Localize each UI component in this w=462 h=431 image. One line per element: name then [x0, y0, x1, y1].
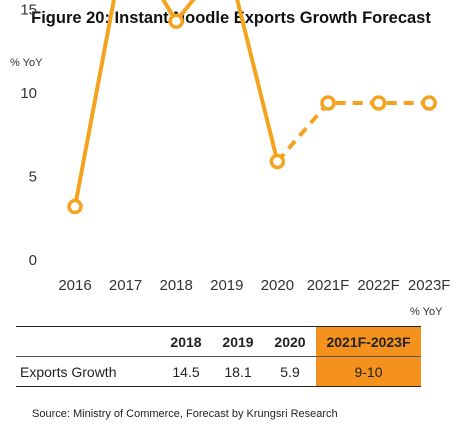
table-header-2020: 2020: [274, 333, 306, 350]
y-tick-label: 15: [20, 2, 37, 19]
y-tick-label: 0: [29, 252, 37, 269]
actual-series-line: [73, 0, 280, 207]
x-tick-label: 2020: [261, 277, 294, 294]
table-header-forecast: 2021F-2023F: [316, 326, 421, 357]
x-tick-label: 2021F: [307, 277, 350, 294]
cell-2018: 14.5: [172, 363, 200, 380]
data-point-marker: [67, 198, 83, 215]
table-header-empty: [16, 327, 160, 357]
x-tick-labels: 2016 2017 2018 2019 2020 2021F 2022F 2023F: [58, 277, 450, 294]
cell-2020: 5.9: [280, 363, 300, 380]
cell-forecast: 9-10: [316, 356, 421, 387]
x-tick-label: 2017: [109, 277, 142, 294]
data-point-marker: [320, 95, 336, 111]
series-markers: [67, 13, 437, 215]
table-header-row: 2018 2019 2020 2021F-2023F: [16, 326, 421, 357]
data-point-marker: [269, 153, 286, 170]
x-tick-label: 2022F: [357, 277, 400, 294]
data-point-marker: [370, 95, 387, 111]
row-label: Exports Growth: [20, 363, 117, 380]
y-tick-label: 5: [29, 169, 37, 186]
cell-2019: 18.1: [224, 363, 252, 380]
source-note: Source: Ministry of Commerce, Forecast b…: [32, 408, 338, 420]
x-tick-label: 2018: [160, 277, 193, 294]
y-tick-label: 10: [20, 85, 37, 102]
x-tick-label: 2019: [210, 277, 243, 294]
forecast-series-line: [275, 101, 430, 163]
x-tick-label: 2023F: [408, 277, 451, 294]
y-axis-label: % YoY: [10, 57, 43, 69]
growth-table: 2018 2019 2020 2021F-2023F Exports Growt…: [16, 326, 421, 387]
table-header-2019: 2019: [222, 333, 254, 350]
table-unit-label: % YoY: [410, 306, 443, 318]
x-tick-label: 2016: [58, 277, 91, 294]
chart-title: Figure 20: Instant Noodle Exports Growth…: [31, 9, 431, 27]
table-header-2018: 2018: [170, 333, 202, 350]
data-point-marker: [168, 13, 184, 29]
data-point-marker: [421, 95, 437, 111]
table-row: Exports Growth 14.5 18.1 5.9 9-10: [16, 356, 421, 387]
